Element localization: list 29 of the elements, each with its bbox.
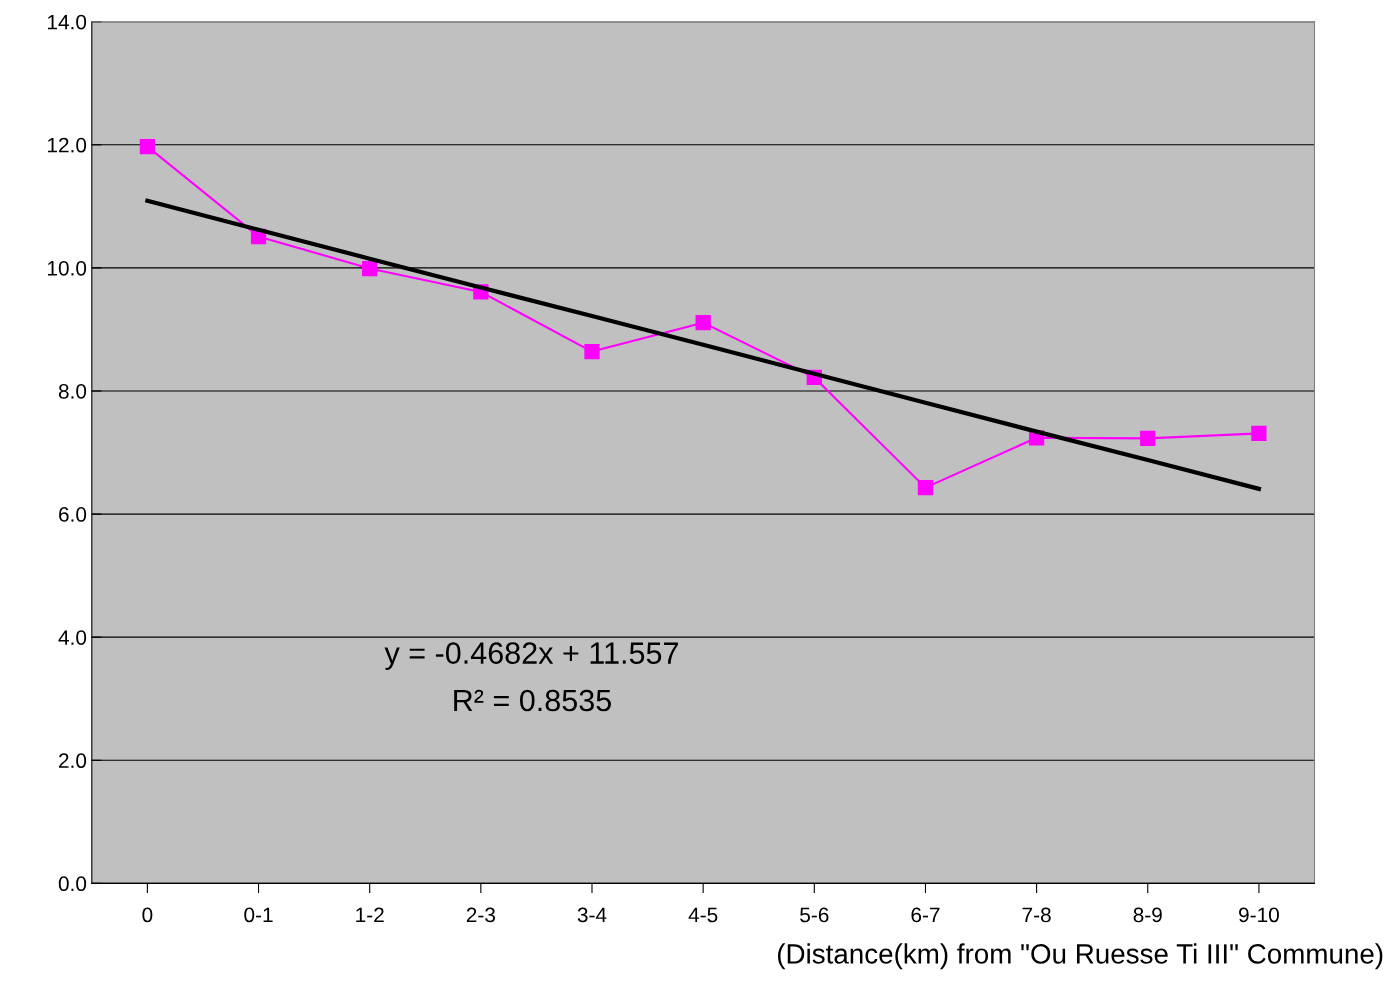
point [584,343,600,360]
x-tick-label: 8-9 [1133,907,1162,923]
point [362,260,378,277]
y-tick-label: 6.0 [59,507,87,522]
point [695,315,711,331]
x-tick-label: 1-2 [356,907,384,923]
y-tick-label: 2.0 [59,753,87,769]
x-tick-label: 2-3 [466,907,495,923]
point [1140,430,1156,447]
y-tick-label: 10.0 [47,260,87,276]
point [1251,425,1267,442]
annotation: y = -0.4682x + 11.557 [384,642,678,670]
x-tick-label: 3-4 [577,907,607,923]
x-tick-label: 0 [142,907,153,923]
y-tick-label: 0.0 [58,876,87,892]
y-tick-label: 4.0 [58,630,87,645]
y-tick-label: 12.0 [47,137,87,153]
x-tick-label: 7-8 [1022,907,1051,923]
point [139,139,156,155]
x-axis-title: (Distance(km) from "Ou Ruesse Ti III" Commune) [777,943,1383,970]
x-tick-label: 9-10 [1239,907,1279,923]
y-tick-label: 8.0 [58,383,87,399]
y-tick-label: 14.0 [47,14,87,30]
x-tick-label: 6-7 [911,907,940,923]
x-tick-label: 0-1 [244,907,273,923]
x-tick-label: 5-6 [800,907,829,923]
point [917,479,934,496]
annotation: R² = 0.8535 [454,689,611,712]
x-tick-label: 4-5 [688,907,718,923]
